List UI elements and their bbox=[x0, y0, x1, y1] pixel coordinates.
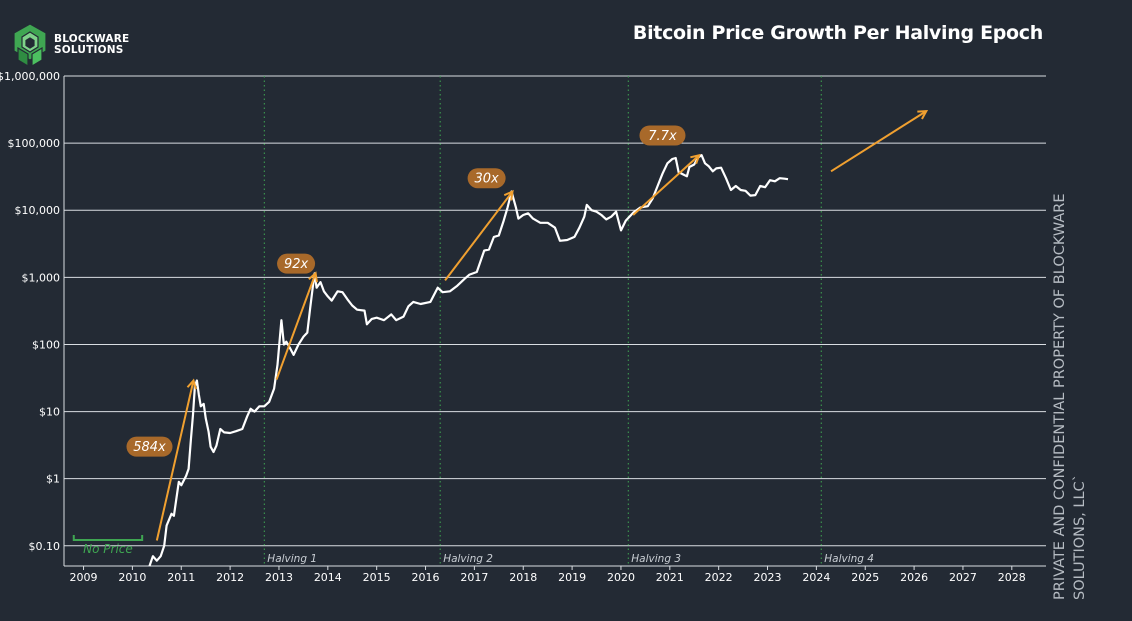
growth-badge: 7.7x bbox=[639, 125, 686, 146]
x-tick-label: 2017 bbox=[460, 571, 488, 584]
no-price-label: No Price bbox=[83, 542, 133, 556]
confidentiality-watermark: PRIVATE AND CONFIDENTIAL PROPERTY OF BLO… bbox=[1052, 193, 1088, 600]
halving-lines: Halving 1 Halving 2 Halving 3 Halving 4 bbox=[263, 76, 874, 566]
price-line bbox=[148, 154, 789, 567]
x-tick-label: 2027 bbox=[949, 571, 977, 584]
x-tick-label: 2014 bbox=[314, 571, 342, 584]
x-tick-label: 2026 bbox=[900, 571, 928, 584]
x-tick-labels: 2009 2010 2011 2012 2013 2014 2015 2016 2017 2018… bbox=[70, 566, 1026, 584]
x-tick-label: 2009 bbox=[70, 571, 98, 584]
growth-arrow bbox=[830, 109, 929, 173]
x-tick-label: 2016 bbox=[412, 571, 440, 584]
growth-arrow-shaft bbox=[444, 190, 514, 282]
y-tick-label: $1,000,000 bbox=[0, 70, 60, 83]
y-tick-labels: $0.10 $1 $10 $100 $1,000 $10,000 $100,000 $1,00… bbox=[0, 70, 60, 553]
growth-badge: 584x bbox=[126, 436, 173, 457]
growth-arrow-head bbox=[690, 153, 701, 165]
halving-label: Halving 3 bbox=[631, 553, 681, 565]
growth-arrow bbox=[275, 271, 318, 380]
page-title: Bitcoin Price Growth Per Halving Epoch bbox=[632, 22, 1043, 44]
growth-arrow-shaft bbox=[275, 272, 317, 380]
price-series bbox=[148, 154, 789, 567]
growth-arrow-shaft bbox=[830, 110, 927, 173]
y-tick-label: $10,000 bbox=[15, 204, 61, 217]
growth-badge-pill bbox=[467, 168, 506, 189]
growth-badge: 30x bbox=[467, 168, 506, 189]
growth-arrows bbox=[155, 109, 929, 541]
growth-badge-label: 7.7x bbox=[648, 129, 677, 144]
growth-arrow-shaft bbox=[155, 380, 195, 541]
halving-label: Halving 4 bbox=[824, 553, 874, 565]
growth-badge-label: 92x bbox=[284, 257, 309, 272]
y-tick-label: $1,000 bbox=[22, 271, 61, 284]
halving-label: Halving 1 bbox=[267, 553, 317, 565]
growth-arrow-head bbox=[917, 109, 929, 120]
no-price-bracket: No Price bbox=[72, 535, 144, 556]
y-tick-label: $0.10 bbox=[29, 540, 61, 553]
growth-badge: 92x bbox=[277, 253, 316, 274]
growth-badge-pill bbox=[126, 436, 173, 457]
x-tick-label: 2013 bbox=[265, 571, 293, 584]
growth-badges: 584x 92x 30x 7.7x bbox=[126, 125, 686, 457]
growth-arrow-head bbox=[186, 378, 197, 390]
y-tick-label: $100 bbox=[32, 338, 60, 351]
growth-arrow bbox=[444, 189, 514, 282]
x-tick-label: 2023 bbox=[754, 571, 782, 584]
growth-badge-pill bbox=[639, 125, 686, 146]
x-tick-label: 2015 bbox=[363, 571, 391, 584]
growth-badge-pill bbox=[277, 253, 316, 274]
x-tick-label: 2025 bbox=[851, 571, 879, 584]
x-tick-label: 2022 bbox=[705, 571, 733, 584]
growth-badge-label: 30x bbox=[474, 172, 499, 187]
x-tick-label: 2020 bbox=[607, 571, 635, 584]
x-tick-label: 2018 bbox=[509, 571, 537, 584]
x-tick-label: 2010 bbox=[118, 571, 146, 584]
logo-line-1: BLOCKWARE bbox=[54, 33, 130, 45]
logo-line-2: SOLUTIONS bbox=[54, 44, 124, 56]
no-price-bracket-line bbox=[72, 535, 144, 541]
growth-arrow bbox=[155, 378, 197, 541]
growth-arrow-shaft bbox=[632, 154, 700, 216]
x-tick-label: 2021 bbox=[656, 571, 684, 584]
blockware-logo-icon bbox=[13, 23, 47, 68]
logo-wordmark: BLOCKWARE SOLUTIONS bbox=[54, 34, 129, 56]
growth-arrow bbox=[632, 153, 701, 216]
axes bbox=[63, 76, 1046, 567]
x-tick-label: 2012 bbox=[216, 571, 244, 584]
x-tick-label: 2028 bbox=[998, 571, 1026, 584]
halving-label: Halving 2 bbox=[443, 553, 493, 565]
x-tick-label: 2019 bbox=[558, 571, 586, 584]
growth-badge-label: 584x bbox=[133, 440, 166, 455]
y-tick-label: $1 bbox=[46, 473, 60, 486]
y-tick-label: $10 bbox=[39, 406, 60, 419]
y-tick-label: $100,000 bbox=[8, 137, 61, 150]
x-tick-label: 2011 bbox=[167, 571, 195, 584]
y-gridlines bbox=[64, 75, 1046, 547]
growth-arrow-head bbox=[503, 189, 514, 201]
x-tick-label: 2024 bbox=[802, 571, 830, 584]
growth-arrow-head bbox=[308, 271, 318, 283]
